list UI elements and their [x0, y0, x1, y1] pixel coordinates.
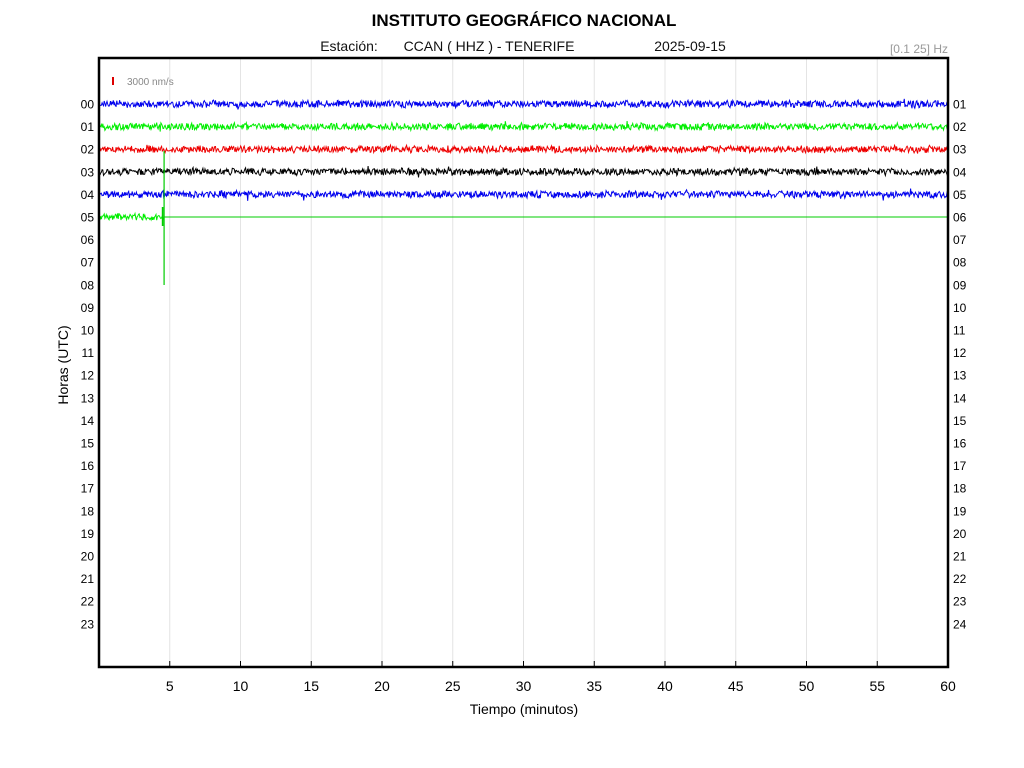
right-hour-label: 15 [953, 414, 967, 428]
x-tick-label: 35 [586, 678, 602, 694]
x-tick-label: 55 [869, 678, 885, 694]
x-axis-ticks: 5 10 15 20 25 30 35 40 45 50 55 60 [166, 661, 956, 694]
seismic-traces [99, 98, 949, 285]
trace-hour-04 [99, 188, 949, 201]
left-hour-label: 04 [81, 188, 95, 202]
scale-bar-icon [112, 77, 114, 85]
right-hour-label: 05 [953, 188, 967, 202]
right-hour-label: 24 [953, 617, 967, 631]
left-hour-label: 00 [81, 98, 95, 112]
x-tick-label: 15 [303, 678, 319, 694]
right-hour-label: 13 [953, 369, 967, 383]
right-hour-label: 12 [953, 346, 967, 360]
left-hour-label: 19 [81, 527, 95, 541]
right-hour-label: 03 [953, 143, 967, 157]
left-hour-label: 21 [81, 572, 95, 586]
right-hour-label: 11 [953, 324, 966, 338]
left-hour-labels: 00 01 02 03 04 05 06 07 08 09 10 11 12 13 14 15 16 17 18 19… [81, 98, 95, 632]
right-hour-labels: 01 02 03 04 05 06 07 08 09 10 11 12 13 14 15 16 17 18 19 20… [953, 98, 967, 632]
right-hour-label: 02 [953, 120, 967, 134]
station-name: CCAN ( HHZ ) - TENERIFE [404, 38, 575, 54]
left-hour-label: 08 [81, 278, 95, 292]
trace-hour-02 [99, 143, 949, 155]
left-hour-label: 02 [81, 143, 95, 157]
x-tick-label: 20 [374, 678, 390, 694]
right-hour-label: 01 [953, 98, 967, 112]
x-tick-label: 30 [516, 678, 532, 694]
trace-hour-01 [99, 120, 948, 133]
x-axis-label: Tiempo (minutos) [470, 701, 578, 717]
x-tick-label: 50 [799, 678, 815, 694]
right-hour-label: 10 [953, 301, 967, 315]
left-hour-label: 17 [81, 482, 95, 496]
left-hour-label: 12 [81, 369, 95, 383]
right-hour-label: 21 [953, 550, 967, 564]
right-hour-label: 20 [953, 527, 967, 541]
left-hour-label: 11 [82, 346, 95, 360]
left-hour-label: 03 [81, 165, 95, 179]
left-hour-label: 06 [81, 233, 95, 247]
right-hour-label: 08 [953, 256, 967, 270]
left-hour-label: 18 [81, 504, 95, 518]
left-hour-label: 14 [81, 414, 95, 428]
right-hour-label: 06 [953, 211, 967, 225]
trace-hour-00 [99, 98, 949, 110]
x-tick-label: 45 [728, 678, 744, 694]
right-hour-label: 09 [953, 278, 967, 292]
y-axis-label: Horas (UTC) [55, 325, 71, 404]
left-hour-label: 09 [81, 301, 95, 315]
trace-hour-03 [99, 165, 949, 178]
right-hour-label: 18 [953, 482, 967, 496]
x-tick-label: 40 [657, 678, 673, 694]
right-hour-label: 14 [953, 391, 967, 405]
left-hour-label: 05 [81, 211, 95, 225]
left-hour-label: 20 [81, 550, 95, 564]
right-hour-label: 19 [953, 504, 967, 518]
right-hour-label: 23 [953, 595, 967, 609]
chart-title: INSTITUTO GEOGRÁFICO NACIONAL [372, 11, 677, 30]
left-hour-label: 23 [81, 617, 95, 631]
right-hour-label: 22 [953, 572, 967, 586]
left-hour-label: 13 [81, 391, 95, 405]
x-tick-label: 5 [166, 678, 174, 694]
right-hour-label: 16 [953, 437, 967, 451]
station-label: Estación: [320, 38, 378, 54]
left-hour-label: 15 [81, 437, 95, 451]
left-hour-label: 10 [81, 324, 95, 338]
left-hour-label: 01 [81, 120, 95, 134]
right-hour-label: 04 [953, 165, 967, 179]
grid-lines [169, 58, 878, 667]
right-hour-label: 17 [953, 459, 967, 473]
left-hour-label: 07 [81, 256, 95, 270]
x-tick-label: 60 [940, 678, 956, 694]
trace-hour-05 [99, 211, 165, 222]
x-tick-label: 10 [233, 678, 249, 694]
chart-date: 2025-09-15 [654, 38, 726, 54]
scale-label: 3000 nm/s [127, 77, 174, 88]
x-tick-label: 25 [445, 678, 461, 694]
left-hour-label: 16 [81, 459, 95, 473]
right-hour-label: 07 [953, 233, 967, 247]
filter-band: [0.1 25] Hz [890, 42, 948, 56]
left-hour-label: 22 [81, 595, 95, 609]
